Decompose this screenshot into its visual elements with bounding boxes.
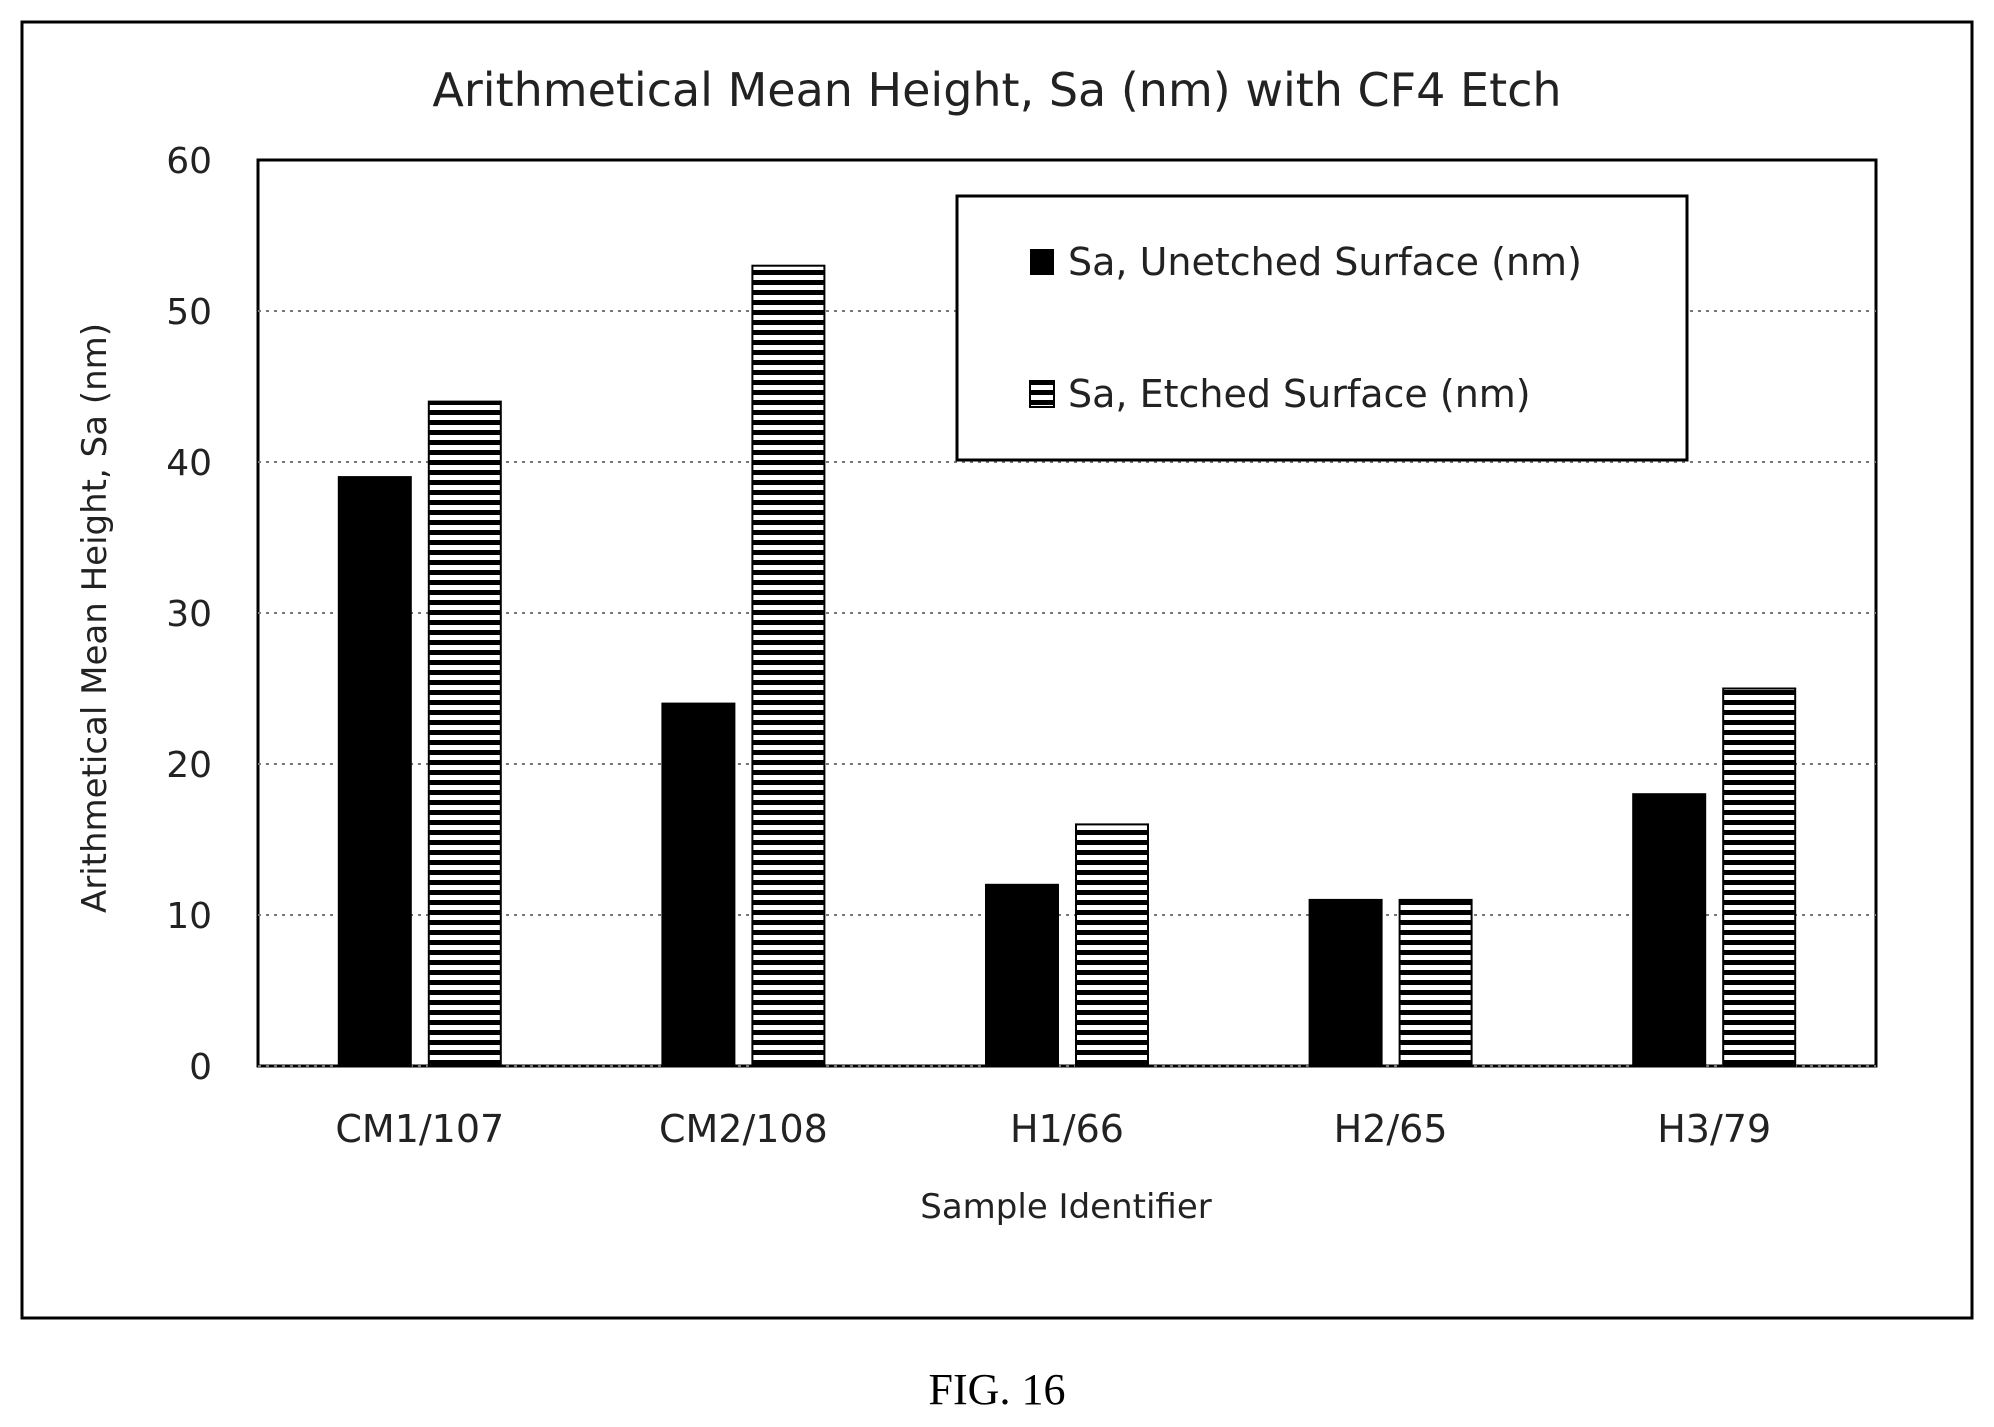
y-axis-label: Arithmetical Mean Height, Sa (nm) bbox=[75, 323, 115, 913]
x-tick-label: H2/65 bbox=[1334, 1107, 1448, 1151]
legend-box bbox=[955, 194, 1689, 462]
bar-etched-4 bbox=[1722, 687, 1797, 1067]
y-tick-label: 40 bbox=[166, 443, 212, 484]
bar-unetched-2 bbox=[985, 883, 1059, 1067]
bar-etched-3 bbox=[1398, 898, 1473, 1068]
x-axis-ticks: CM1/107 CM2/108 H1/66 H2/65 H3/79 bbox=[335, 1107, 1771, 1151]
y-tick-label: 60 bbox=[166, 141, 212, 182]
bar-etched-0 bbox=[427, 400, 502, 1068]
bar-etched-1 bbox=[751, 264, 826, 1067]
bars bbox=[337, 264, 1797, 1068]
bar-unetched-1 bbox=[661, 702, 736, 1067]
bar-etched-2 bbox=[1075, 823, 1149, 1068]
y-tick-label: 0 bbox=[189, 1047, 212, 1088]
legend-label-unetched: Sa, Unetched Surface (nm) bbox=[1068, 240, 1582, 284]
y-tick-label: 30 bbox=[166, 594, 212, 635]
bar-unetched-0 bbox=[337, 476, 412, 1068]
legend-swatch-etched bbox=[1029, 380, 1055, 408]
bar-unetched-4 bbox=[1632, 793, 1707, 1067]
y-tick-label: 20 bbox=[166, 745, 212, 786]
y-tick-label: 10 bbox=[166, 896, 212, 937]
y-tick-label: 50 bbox=[166, 292, 212, 333]
x-tick-label: CM2/108 bbox=[659, 1107, 828, 1151]
x-tick-label: H1/66 bbox=[1010, 1107, 1124, 1151]
x-tick-label: CM1/107 bbox=[335, 1107, 504, 1151]
legend-label-etched: Sa, Etched Surface (nm) bbox=[1068, 372, 1531, 416]
x-tick-label: H3/79 bbox=[1657, 1107, 1771, 1151]
chart-title: Arithmetical Mean Height, Sa (nm) with C… bbox=[432, 63, 1561, 117]
y-axis-ticks: 0 10 20 30 40 50 60 bbox=[166, 141, 212, 1088]
legend-swatch-unetched bbox=[1030, 249, 1054, 275]
bar-unetched-3 bbox=[1308, 898, 1383, 1068]
legend: Sa, Unetched Surface (nm) Sa, Etched Sur… bbox=[955, 194, 1689, 462]
figure-caption: FIG. 16 bbox=[929, 1365, 1066, 1414]
x-axis-label: Sample Identifier bbox=[920, 1187, 1211, 1227]
